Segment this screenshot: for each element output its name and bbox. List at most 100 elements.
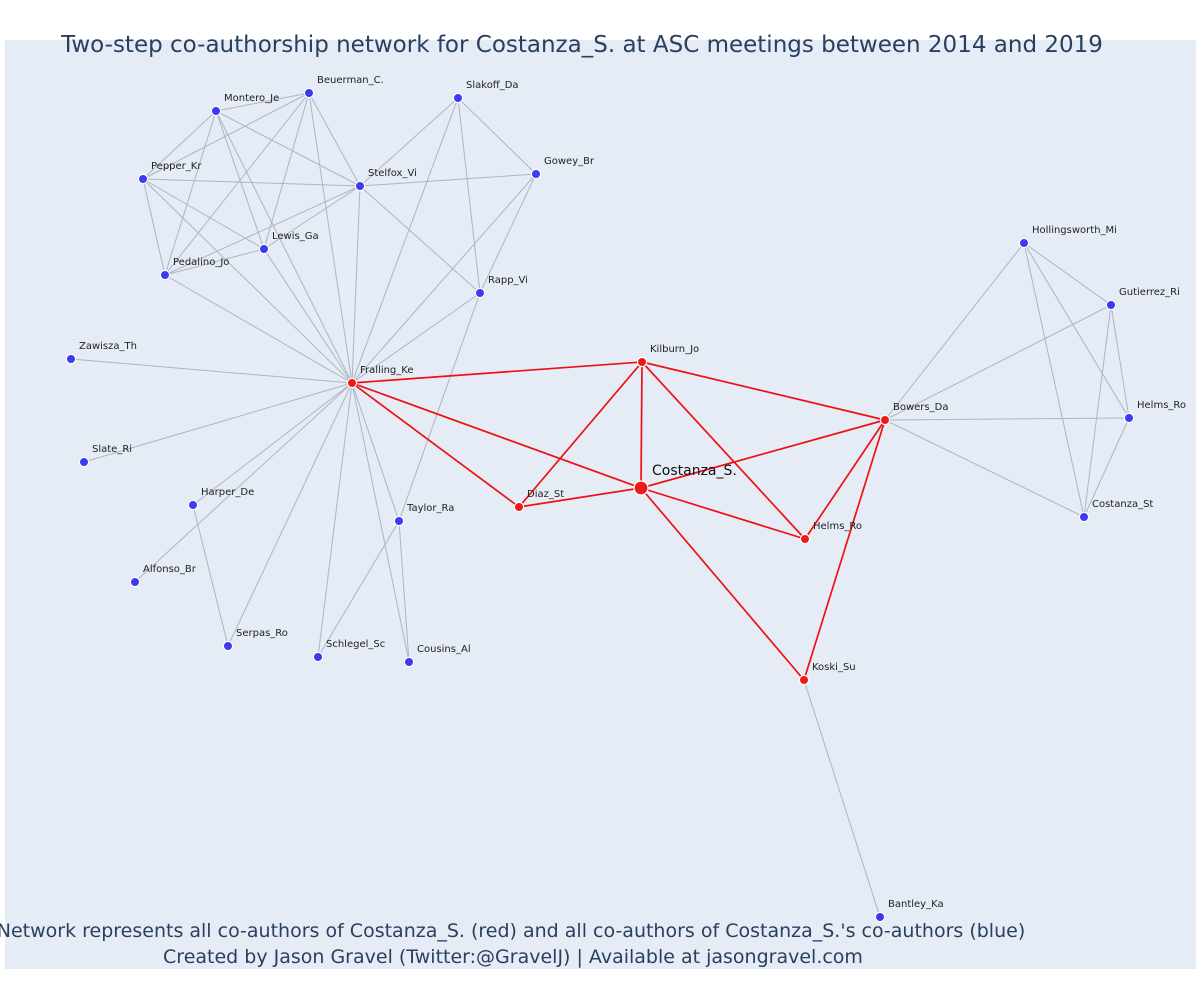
node-label-helms-ro: Helms_Ro bbox=[1137, 400, 1186, 411]
node-label-kilburn-jo: Kilburn_Jo bbox=[650, 344, 699, 355]
edge-taylor-ra--cousins-al bbox=[398, 520, 410, 663]
edge-fralling-ke--pedalino-jo bbox=[164, 274, 353, 384]
edge-kilburn-jo--diaz-st bbox=[518, 361, 643, 508]
edge-fralling-ke--schlegel-sc bbox=[317, 382, 353, 658]
node-label-gowey-br: Gowey_Br bbox=[544, 156, 595, 167]
edge-fralling-ke--montero-je bbox=[215, 110, 353, 384]
edge-fralling-ke--stelfox-vi bbox=[351, 185, 361, 384]
node-gowey-br[interactable] bbox=[530, 168, 542, 180]
edge-gowey-br--rapp-vi bbox=[479, 173, 537, 294]
edge-montero-je--pepper-kr bbox=[142, 110, 217, 180]
caption-line-2: Created by Jason Gravel (Twitter:@Gravel… bbox=[163, 946, 863, 968]
node-gutierrez-ri[interactable] bbox=[1105, 299, 1117, 311]
node-harper-de[interactable] bbox=[187, 499, 199, 511]
nodes-layer bbox=[65, 87, 1135, 923]
edge-hollingsworth-mi--helms-ro bbox=[1023, 242, 1130, 419]
edge-fralling-ke--beuerman-c bbox=[308, 92, 353, 384]
edge-bowers-da--hollingsworth-mi bbox=[884, 242, 1025, 421]
node-lewis-ga[interactable] bbox=[258, 243, 270, 255]
node-label-cousins-al: Cousins_Al bbox=[417, 644, 471, 655]
node-label-bowers-da: Bowers_Da bbox=[893, 402, 948, 413]
node-label-bantley-ka: Bantley_Ka bbox=[888, 899, 944, 910]
node-label-alfonso-br: Alfonso_Br bbox=[143, 564, 197, 575]
chart-title: Two-step co-authorship network for Costa… bbox=[60, 32, 1103, 58]
edge-fralling-ke--rapp-vi bbox=[351, 292, 481, 384]
edge-beuerman-c--lewis-ga bbox=[263, 92, 310, 250]
edge-beuerman-c--pepper-kr bbox=[142, 92, 310, 180]
edge-stelfox-vi--slakoff-da bbox=[359, 97, 459, 187]
edge-rapp-vi--taylor-ra bbox=[398, 292, 481, 522]
node-helms-ro[interactable] bbox=[1123, 412, 1135, 424]
edge-pepper-kr--stelfox-vi bbox=[142, 178, 361, 187]
node-helms-ro[interactable] bbox=[799, 533, 811, 545]
node-label-stelfox-vi: Stelfox_Vi bbox=[368, 168, 417, 179]
edge-costanza-s--kilburn-jo bbox=[640, 361, 643, 489]
node-cousins-al[interactable] bbox=[403, 656, 415, 668]
edge-slakoff-da--gowey-br bbox=[457, 97, 537, 175]
node-label-diaz-st: Diaz_St bbox=[527, 489, 564, 500]
node-slakoff-da[interactable] bbox=[452, 92, 464, 104]
edge-bowers-da--gutierrez-ri bbox=[884, 304, 1112, 421]
node-costanza-s[interactable] bbox=[633, 480, 649, 496]
node-label-costanza-st: Costanza_St bbox=[1092, 499, 1153, 510]
edge-harper-de--serpas-ro bbox=[192, 504, 229, 647]
edge-koski-su--bantley-ka bbox=[803, 679, 881, 918]
node-bowers-da[interactable] bbox=[879, 414, 891, 426]
edge-fralling-ke--alfonso-br bbox=[134, 382, 353, 583]
node-label-schlegel-sc: Schlegel_Sc bbox=[326, 639, 385, 650]
node-bantley-ka[interactable] bbox=[874, 911, 886, 923]
edge-fralling-ke--zawisza-th bbox=[70, 358, 353, 384]
edge-kilburn-jo--bowers-da bbox=[641, 361, 886, 421]
node-rapp-vi[interactable] bbox=[474, 287, 486, 299]
node-label-helms-ro: Helms_Ro bbox=[813, 521, 862, 532]
plot-background bbox=[5, 40, 1196, 969]
edge-stelfox-vi--gowey-br bbox=[359, 173, 537, 187]
node-label-slakoff-da: Slakoff_Da bbox=[466, 80, 519, 91]
edge-fralling-ke--cousins-al bbox=[351, 382, 410, 663]
node-slate-ri[interactable] bbox=[78, 456, 90, 468]
edge-bowers-da--helms-ro bbox=[804, 419, 886, 540]
node-label-costanza-s: Costanza_S. bbox=[652, 463, 737, 479]
node-montero-je[interactable] bbox=[210, 105, 222, 117]
node-label-slate-ri: Slate_Ri bbox=[92, 444, 132, 455]
edge-bowers-da--koski-su bbox=[803, 419, 886, 681]
edge-fralling-ke--kilburn-jo bbox=[351, 361, 643, 384]
node-label-fralling-ke: Fralling_Ke bbox=[360, 365, 414, 376]
node-schlegel-sc[interactable] bbox=[312, 651, 324, 663]
node-alfonso-br[interactable] bbox=[129, 576, 141, 588]
node-label-zawisza-th: Zawisza_Th bbox=[79, 341, 137, 352]
node-label-beuerman-c: Beuerman_C. bbox=[317, 75, 384, 86]
node-label-pepper-kr: Pepper_Kr bbox=[151, 161, 202, 172]
node-label-serpas-ro: Serpas_Ro bbox=[236, 628, 288, 639]
edge-costanza-s--koski-su bbox=[640, 487, 805, 681]
node-label-lewis-ga: Lewis_Ga bbox=[272, 231, 319, 242]
edge-fralling-ke--harper-de bbox=[192, 382, 353, 506]
node-hollingsworth-mi[interactable] bbox=[1018, 237, 1030, 249]
edge-slakoff-da--rapp-vi bbox=[457, 97, 481, 294]
labels-layer: Costanza_S. Fralling_Ke Kilburn_Jo Diaz_St B… bbox=[79, 75, 1186, 910]
edge-taylor-ra--schlegel-sc bbox=[317, 520, 400, 658]
node-label-montero-je: Montero_Je bbox=[224, 93, 279, 104]
edge-costanza-s--diaz-st bbox=[518, 487, 642, 508]
node-taylor-ra[interactable] bbox=[393, 515, 405, 527]
node-diaz-st[interactable] bbox=[513, 501, 525, 513]
edges-layer bbox=[70, 92, 1130, 918]
edge-fralling-ke--pepper-kr bbox=[142, 178, 353, 384]
edge-beuerman-c--stelfox-vi bbox=[308, 92, 361, 187]
edge-costanza-s--fralling-ke bbox=[351, 382, 642, 489]
node-beuerman-c[interactable] bbox=[303, 87, 315, 99]
node-koski-su[interactable] bbox=[798, 674, 810, 686]
edge-stelfox-vi--pedalino-jo bbox=[164, 185, 361, 276]
node-stelfox-vi[interactable] bbox=[354, 180, 366, 192]
node-label-koski-su: Koski_Su bbox=[812, 662, 856, 673]
edge-fralling-ke--gowey-br bbox=[351, 173, 537, 384]
node-pepper-kr[interactable] bbox=[137, 173, 149, 185]
node-serpas-ro[interactable] bbox=[222, 640, 234, 652]
node-kilburn-jo[interactable] bbox=[636, 356, 648, 368]
edge-montero-je--stelfox-vi bbox=[215, 110, 361, 187]
node-costanza-st[interactable] bbox=[1078, 511, 1090, 523]
node-zawisza-th[interactable] bbox=[65, 353, 77, 365]
node-pedalino-jo[interactable] bbox=[159, 269, 171, 281]
node-fralling-ke[interactable] bbox=[346, 377, 358, 389]
edge-gutierrez-ri--helms-ro bbox=[1110, 304, 1130, 419]
